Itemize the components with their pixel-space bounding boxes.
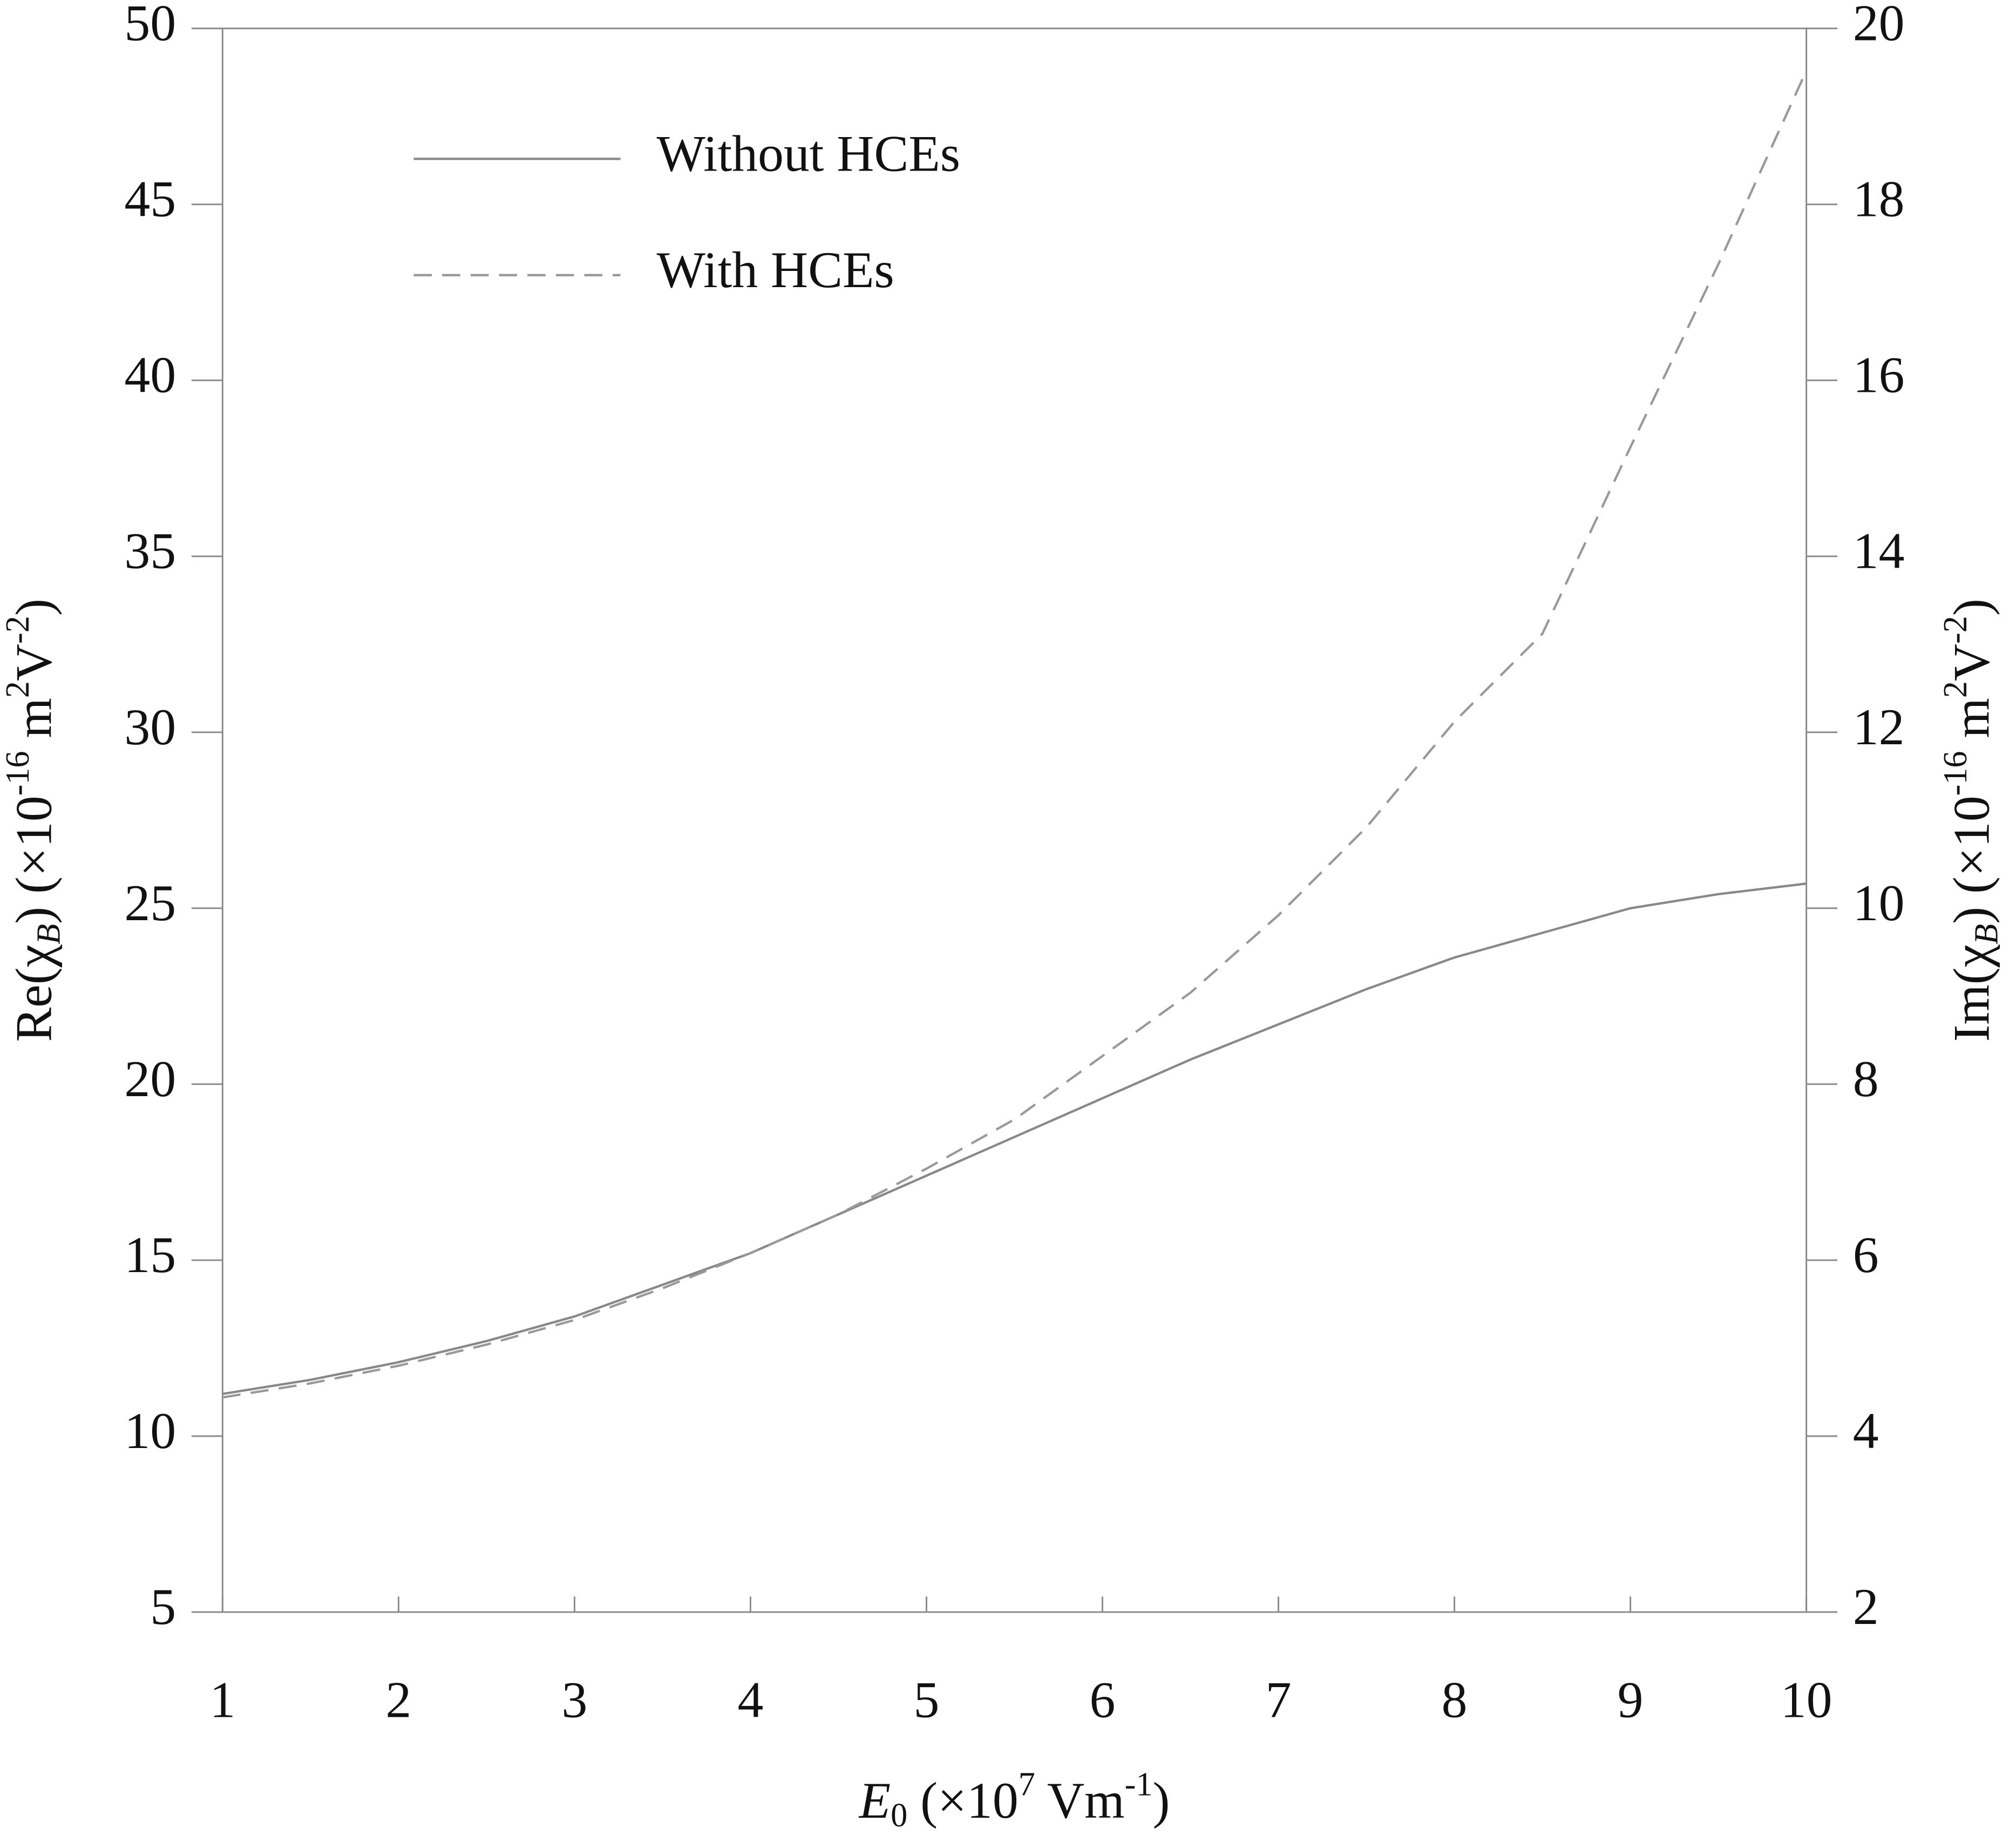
- y2-tick-label: 18: [1853, 171, 1905, 228]
- x-axis-label: E0 (×107 Vm-1): [858, 1766, 1170, 1834]
- legend-label: Without HCEs: [656, 125, 960, 182]
- series-line: [222, 70, 1808, 1399]
- y-tick-label: 15: [124, 1226, 176, 1283]
- y-tick-label: 5: [150, 1578, 176, 1635]
- x-axis-label-part: ): [1152, 1772, 1170, 1829]
- y-tick-label: 25: [124, 874, 176, 932]
- y2-tick-label: 6: [1853, 1226, 1879, 1283]
- y2-axis-label-part: V: [1943, 644, 2000, 681]
- y2-axis-label-part: B: [1969, 924, 2005, 944]
- y-axis-label-part: -2: [0, 616, 36, 644]
- y2-axis-label-part: ) (×10: [1943, 796, 2000, 923]
- y2-tick-label: 2: [1853, 1578, 1879, 1635]
- y-tick-label: 30: [124, 698, 176, 756]
- y-axis-label-part: ): [5, 599, 62, 616]
- y-tick-label: 45: [124, 171, 176, 228]
- y-tick-label: 40: [124, 346, 176, 404]
- x-tick-label: 4: [737, 1671, 763, 1728]
- y2-tick-label: 4: [1853, 1402, 1879, 1459]
- y2-axis-label: Im(χB) (×10-16 m2V-2): [1937, 599, 2005, 1042]
- y-axis-label: Re(χB) (×10-16 m2V-2): [0, 599, 67, 1042]
- y2-axis-label-part: m: [1943, 698, 2000, 751]
- y-tick-label: 10: [124, 1402, 176, 1459]
- y2-tick-label: 10: [1853, 874, 1905, 932]
- y2-tick-label: 14: [1853, 522, 1905, 580]
- y2-axis-label-part: -16: [1937, 751, 1974, 796]
- y2-tick-label: 12: [1853, 698, 1905, 756]
- x-tick-label: 7: [1266, 1671, 1292, 1728]
- y-axis-label-part: ) (×10: [5, 796, 62, 923]
- x-axis-label-part: E: [858, 1772, 891, 1829]
- x-tick-label: 5: [914, 1671, 940, 1728]
- y2-axis-label-part: -2: [1937, 616, 1974, 644]
- y2-axis-label-part: ): [1943, 599, 2000, 616]
- legend-label: With HCEs: [656, 241, 894, 298]
- y-axis-label-part: B: [31, 924, 67, 944]
- y2-tick-label: 16: [1853, 346, 1905, 404]
- x-axis-label-part: (×10: [907, 1772, 1019, 1829]
- x-axis-label-part: 0: [891, 1797, 907, 1834]
- y2-tick-label: 20: [1853, 0, 1905, 52]
- plot-frame: [221, 28, 1808, 1613]
- y-tick-label: 20: [124, 1050, 176, 1107]
- series-line: [222, 882, 1807, 1395]
- x-tick-label: 2: [385, 1671, 411, 1728]
- y-axis-label-part: m: [5, 698, 62, 751]
- y-tick-label: 50: [124, 0, 176, 52]
- x-axis-label-part: 7: [1019, 1766, 1035, 1803]
- x-tick-label: 8: [1442, 1671, 1468, 1728]
- x-tick-label: 6: [1090, 1671, 1116, 1728]
- x-axis-label-part: Vm: [1035, 1772, 1125, 1829]
- y2-tick-label: 8: [1853, 1050, 1879, 1107]
- x-tick-label: 1: [209, 1671, 235, 1728]
- x-tick-label: 3: [561, 1671, 587, 1728]
- y-axis-label-part: V: [5, 644, 62, 681]
- y2-axis-label-part: 2: [1937, 681, 1974, 698]
- y-tick-label: 35: [124, 522, 176, 580]
- x-tick-label: 9: [1618, 1671, 1644, 1728]
- y-axis-label-part: -16: [0, 751, 36, 796]
- x-axis-label-part: -1: [1125, 1766, 1153, 1803]
- y-axis-label-part: 2: [0, 681, 36, 698]
- x-tick-label: 10: [1781, 1671, 1832, 1728]
- y2-axis-label-part: Im(χ: [1943, 944, 2000, 1042]
- y-axis-label-part: Re(χ: [5, 944, 62, 1042]
